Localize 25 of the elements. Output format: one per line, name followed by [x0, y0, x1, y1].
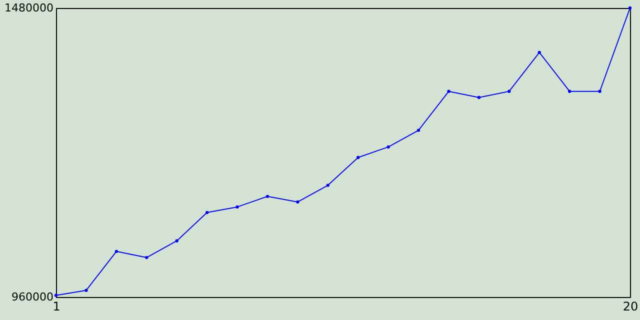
point [145, 256, 148, 260]
x-tick-label: 1 [52, 300, 60, 314]
point [326, 184, 330, 187]
point [296, 200, 300, 204]
point [508, 90, 511, 93]
point [477, 96, 481, 100]
point [598, 90, 602, 93]
line-series [54, 6, 632, 297]
point [568, 90, 572, 93]
point [54, 294, 58, 297]
point [114, 250, 118, 254]
point [84, 288, 88, 292]
point [447, 90, 450, 93]
x-tick-label: 20 [622, 300, 638, 314]
point [538, 50, 541, 54]
point [416, 128, 420, 132]
point [236, 205, 239, 209]
y-tick-label: 960000 [12, 290, 54, 304]
point [356, 156, 360, 160]
point [266, 194, 270, 198]
point [628, 6, 632, 10]
y-tick-label: 1480000 [4, 2, 54, 14]
point [205, 210, 209, 214]
point [175, 239, 178, 242]
point [386, 145, 390, 149]
